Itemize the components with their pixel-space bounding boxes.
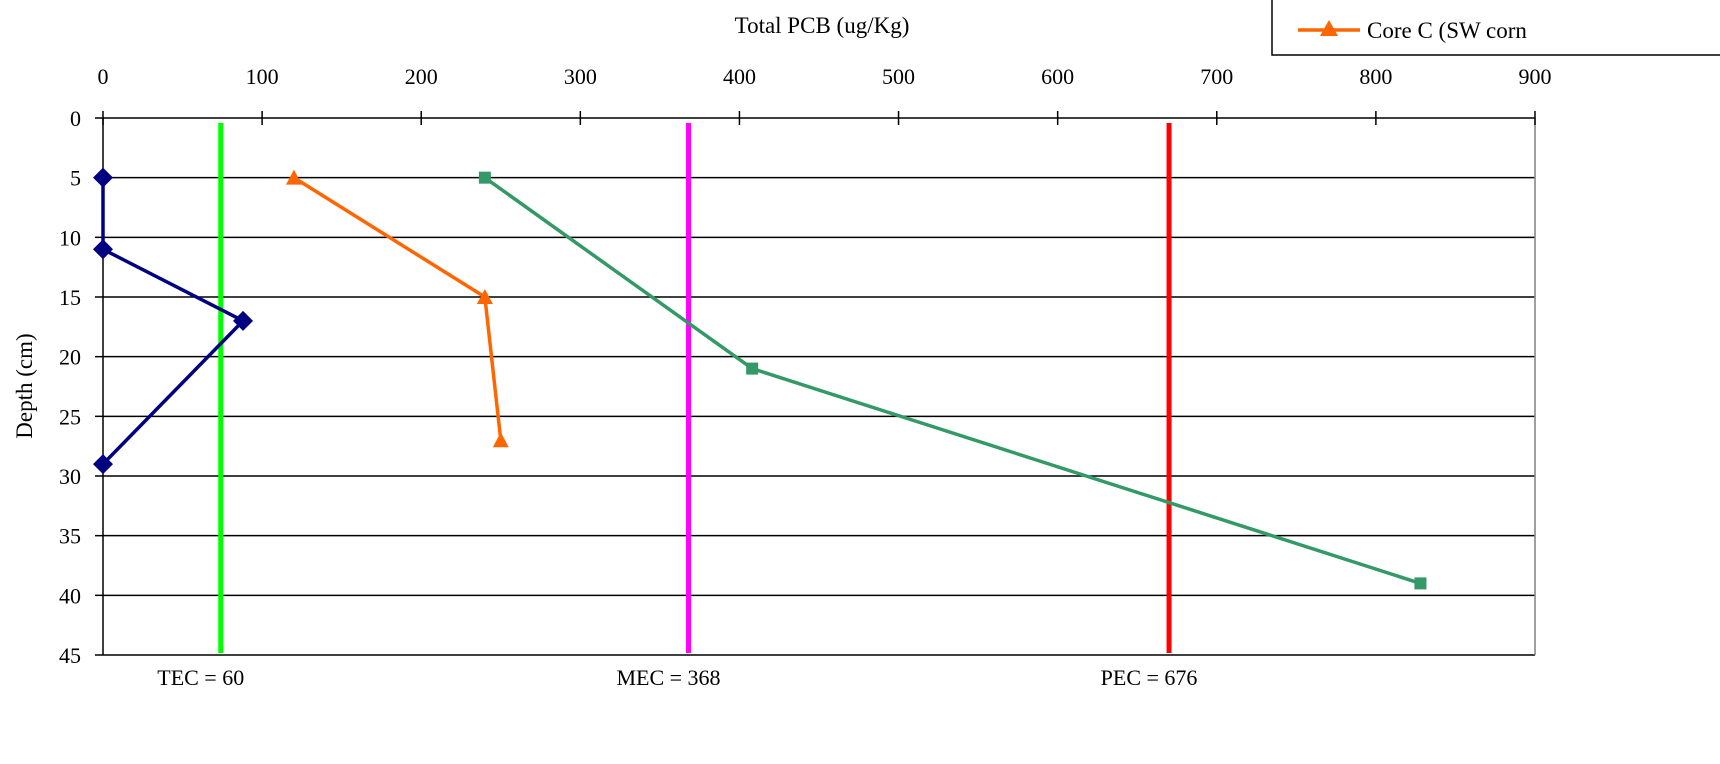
axes <box>95 111 1536 656</box>
x-tick-label: 300 <box>564 64 597 89</box>
x-tick-label: 400 <box>723 64 756 89</box>
x-tick-label: 100 <box>246 64 279 89</box>
x-tick-label: 500 <box>882 64 915 89</box>
series-line <box>101 177 245 466</box>
data-point-diamond <box>233 310 254 331</box>
y-tick-label: 15 <box>59 285 81 310</box>
data-point-diamond <box>93 167 113 188</box>
data-point-square <box>1414 577 1427 590</box>
legend-swatch-marker <box>1320 20 1338 36</box>
y-tick-label: 40 <box>59 583 81 608</box>
series <box>93 167 1427 590</box>
data-point-square <box>746 362 759 375</box>
y-tick-label: 45 <box>59 643 81 668</box>
y-tick-label: 30 <box>59 464 81 489</box>
x-tick-label: 0 <box>98 64 109 89</box>
gridlines <box>103 176 1535 656</box>
x-tick-label: 200 <box>405 64 438 89</box>
labels: 0 5 10 15 20 25 30 35 40 45 TEC = 60 MEC = 368 PEC =… <box>59 64 1552 690</box>
y-tick-label: 5 <box>70 166 81 191</box>
legend-box <box>1271 0 1720 56</box>
data-point-triangle <box>285 169 302 185</box>
reference-label: PEC = 676 <box>1101 665 1198 690</box>
x-tick-label: 700 <box>1200 64 1233 89</box>
legend: Core C (SW corn <box>1271 0 1720 56</box>
y-tick-label: 25 <box>59 404 81 429</box>
x-tick-label: 800 <box>1359 64 1392 89</box>
data-point-triangle <box>476 289 493 304</box>
x-tick-label: 900 <box>1519 64 1552 89</box>
reference-label: MEC = 368 <box>616 665 720 690</box>
x-tick-label: 600 <box>1041 64 1074 89</box>
y-tick-label: 10 <box>59 225 81 250</box>
data-point-triangle <box>492 432 509 448</box>
series-line <box>483 176 1421 586</box>
reference-label: TEC = 60 <box>157 665 244 690</box>
data-point-square <box>478 171 491 184</box>
y-tick-label: 0 <box>70 106 81 131</box>
series-line <box>293 176 503 441</box>
x-axis-title: Total PCB (ug/Kg) <box>735 13 910 38</box>
y-tick-label: 20 <box>59 345 81 370</box>
legend-entry-core-c: Core C (SW corn <box>1367 18 1527 43</box>
reference-lines <box>218 123 1172 653</box>
data-point-diamond <box>93 239 113 260</box>
data-point-diamond <box>93 454 113 475</box>
y-axis-title: Depth (cm) <box>12 333 37 438</box>
y-tick-label: 35 <box>59 524 81 549</box>
